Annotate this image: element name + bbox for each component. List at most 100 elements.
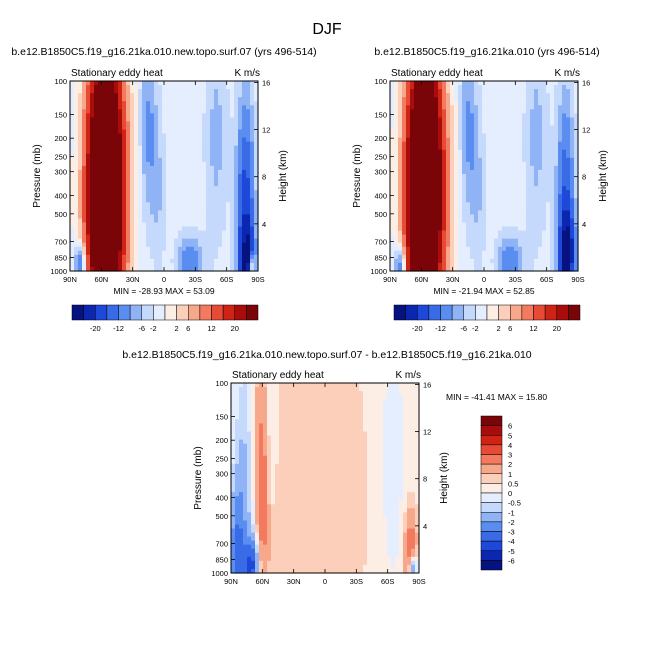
field-cell (102, 266, 107, 272)
field-cell (78, 113, 83, 118)
field-cell (102, 137, 107, 143)
field-cell (86, 125, 91, 131)
field-cell (414, 161, 419, 167)
field-cell (218, 258, 223, 264)
field-cell (402, 186, 407, 191)
field-cell (526, 165, 531, 171)
field-cell (190, 258, 195, 264)
field-cell (214, 198, 219, 203)
field-cell (94, 262, 99, 268)
field-cell (498, 149, 503, 155)
field-cell (255, 419, 260, 425)
field-cell (118, 105, 123, 110)
field-cell (134, 182, 139, 187)
field-cell (570, 109, 575, 114)
field-cell (518, 250, 523, 256)
field-cell (466, 85, 471, 90)
field-cell (410, 242, 415, 248)
field-cell (134, 165, 139, 171)
field-cell (430, 113, 435, 118)
field-cell (482, 169, 487, 175)
field-cell (534, 206, 539, 211)
field-cell (398, 214, 403, 220)
field-cell (250, 246, 255, 252)
field-cell (239, 383, 244, 388)
field-cell (190, 161, 195, 167)
field-cell (230, 133, 235, 139)
field-cell (410, 262, 415, 268)
field-cell (230, 266, 235, 272)
field-cell (230, 230, 235, 236)
field-cell (418, 258, 423, 264)
field-cell (247, 484, 252, 489)
field-cell (134, 250, 139, 256)
field-cell (190, 169, 195, 175)
field-cell (134, 169, 139, 175)
field-cell (78, 149, 83, 155)
field-cell (414, 182, 419, 187)
field-cell (458, 149, 463, 155)
field-cell (242, 242, 247, 248)
field-cell (106, 125, 111, 131)
field-cell (222, 129, 227, 135)
field-cell (410, 218, 415, 224)
field-cell (390, 210, 395, 215)
field-cell (458, 202, 463, 207)
field-cell (235, 560, 240, 566)
field-cell (194, 169, 199, 175)
field-cell (454, 137, 459, 143)
field-cell (174, 234, 179, 240)
field-cell (78, 125, 83, 131)
field-cell (522, 133, 527, 139)
height-tick-label: 4 (262, 220, 266, 229)
field-cell (530, 262, 535, 268)
field-cell (234, 218, 239, 224)
field-cell (238, 210, 243, 215)
field-cell (243, 540, 248, 546)
field-cell (550, 262, 555, 268)
field-cell (235, 508, 240, 513)
field-cell (255, 471, 260, 477)
field-cell (434, 165, 439, 171)
field-cell (254, 129, 259, 135)
field-cell (550, 117, 555, 123)
field-cell (426, 85, 431, 90)
field-cell (482, 153, 487, 159)
contour-field (231, 383, 420, 574)
field-cell (190, 190, 195, 195)
field-cell (210, 113, 215, 118)
field-cell (226, 266, 231, 272)
field-cell (546, 182, 551, 187)
field-cell (554, 85, 559, 90)
field-cell (458, 222, 463, 228)
field-cell (114, 246, 119, 252)
field-cell (110, 121, 115, 127)
field-cell (526, 234, 531, 240)
field-cell (230, 254, 235, 260)
field-cell (230, 178, 235, 183)
field-cell (550, 165, 555, 171)
field-cell (562, 262, 567, 268)
field-cell (259, 496, 264, 501)
field-cell (558, 165, 563, 171)
field-cell (534, 105, 539, 110)
field-cell (246, 161, 251, 167)
x-tick-label: 90N (383, 275, 397, 284)
field-cell (394, 222, 399, 228)
field-cell (450, 137, 455, 143)
field-cell (134, 266, 139, 272)
field-cell (174, 129, 179, 135)
field-cell (98, 250, 103, 256)
field-cell (506, 165, 511, 171)
field-cell (90, 101, 95, 106)
field-cell (202, 93, 207, 98)
field-cell (234, 198, 239, 203)
field-cell (482, 198, 487, 203)
field-cell (246, 169, 251, 175)
field-cell (430, 169, 435, 175)
field-cell (150, 137, 155, 143)
field-cell (239, 435, 244, 441)
field-cell (450, 226, 455, 232)
field-cell (238, 206, 243, 211)
field-cell (238, 178, 243, 183)
